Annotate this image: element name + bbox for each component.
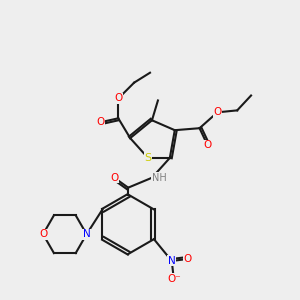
Text: S: S xyxy=(145,153,152,163)
Text: O⁻: O⁻ xyxy=(167,274,181,284)
Text: N: N xyxy=(83,229,91,239)
Text: O: O xyxy=(114,94,122,103)
Text: N: N xyxy=(168,256,176,266)
Text: O: O xyxy=(184,254,192,264)
Text: NH: NH xyxy=(152,173,167,183)
Text: O: O xyxy=(39,229,47,239)
Text: O: O xyxy=(110,173,118,183)
Text: O: O xyxy=(203,140,211,150)
Text: O: O xyxy=(96,117,105,127)
Text: O: O xyxy=(213,107,221,117)
